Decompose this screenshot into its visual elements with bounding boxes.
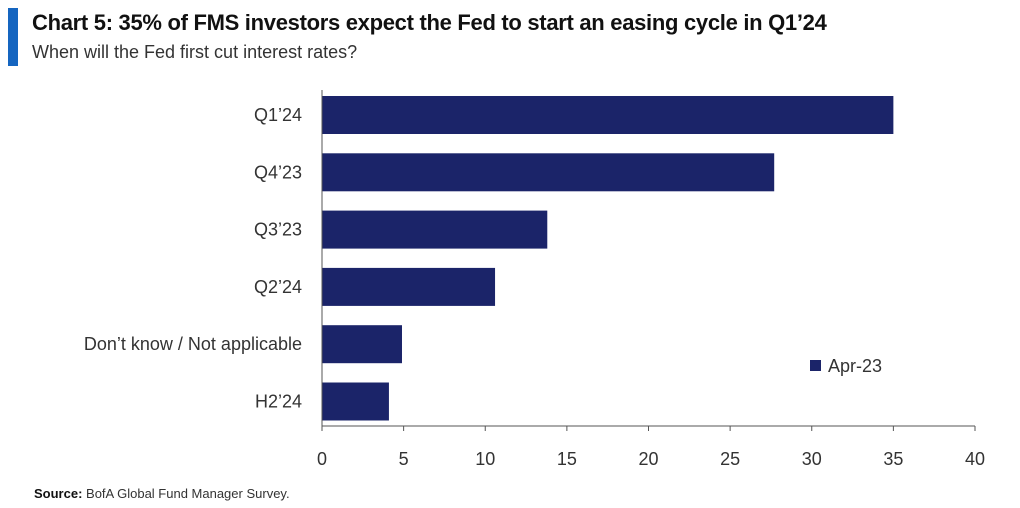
bar [322,325,402,364]
source-note: Source: BofA Global Fund Manager Survey. [34,486,290,501]
x-tick-label: 35 [883,449,903,469]
x-tick-label: 10 [475,449,495,469]
source-label: Source: [34,486,83,501]
title-accent-bar [8,8,18,66]
x-tick-label: 25 [720,449,740,469]
source-text: BofA Global Fund Manager Survey. [86,486,290,501]
chart-title: Chart 5: 35% of FMS investors expect the… [32,10,827,35]
x-tick-label: 20 [638,449,658,469]
chart-subtitle: When will the Fed first cut interest rat… [32,42,358,62]
bar [322,382,389,421]
category-label: Q4’23 [254,162,302,182]
bar [322,210,548,249]
x-tick-label: 15 [557,449,577,469]
x-tick-label: 0 [317,449,327,469]
category-label: Q1’24 [254,105,302,125]
bar [322,153,775,192]
bar [322,96,894,134]
category-label: Don’t know / Not applicable [84,334,302,354]
legend-label: Apr-23 [828,356,882,376]
category-label: Q3’23 [254,220,302,240]
x-tick-label: 30 [802,449,822,469]
legend-swatch [810,360,821,371]
category-label: H2’24 [255,392,302,412]
x-tick-label: 5 [399,449,409,469]
category-label: Q2’24 [254,277,302,297]
x-tick-label: 40 [965,449,985,469]
bar [322,267,496,306]
